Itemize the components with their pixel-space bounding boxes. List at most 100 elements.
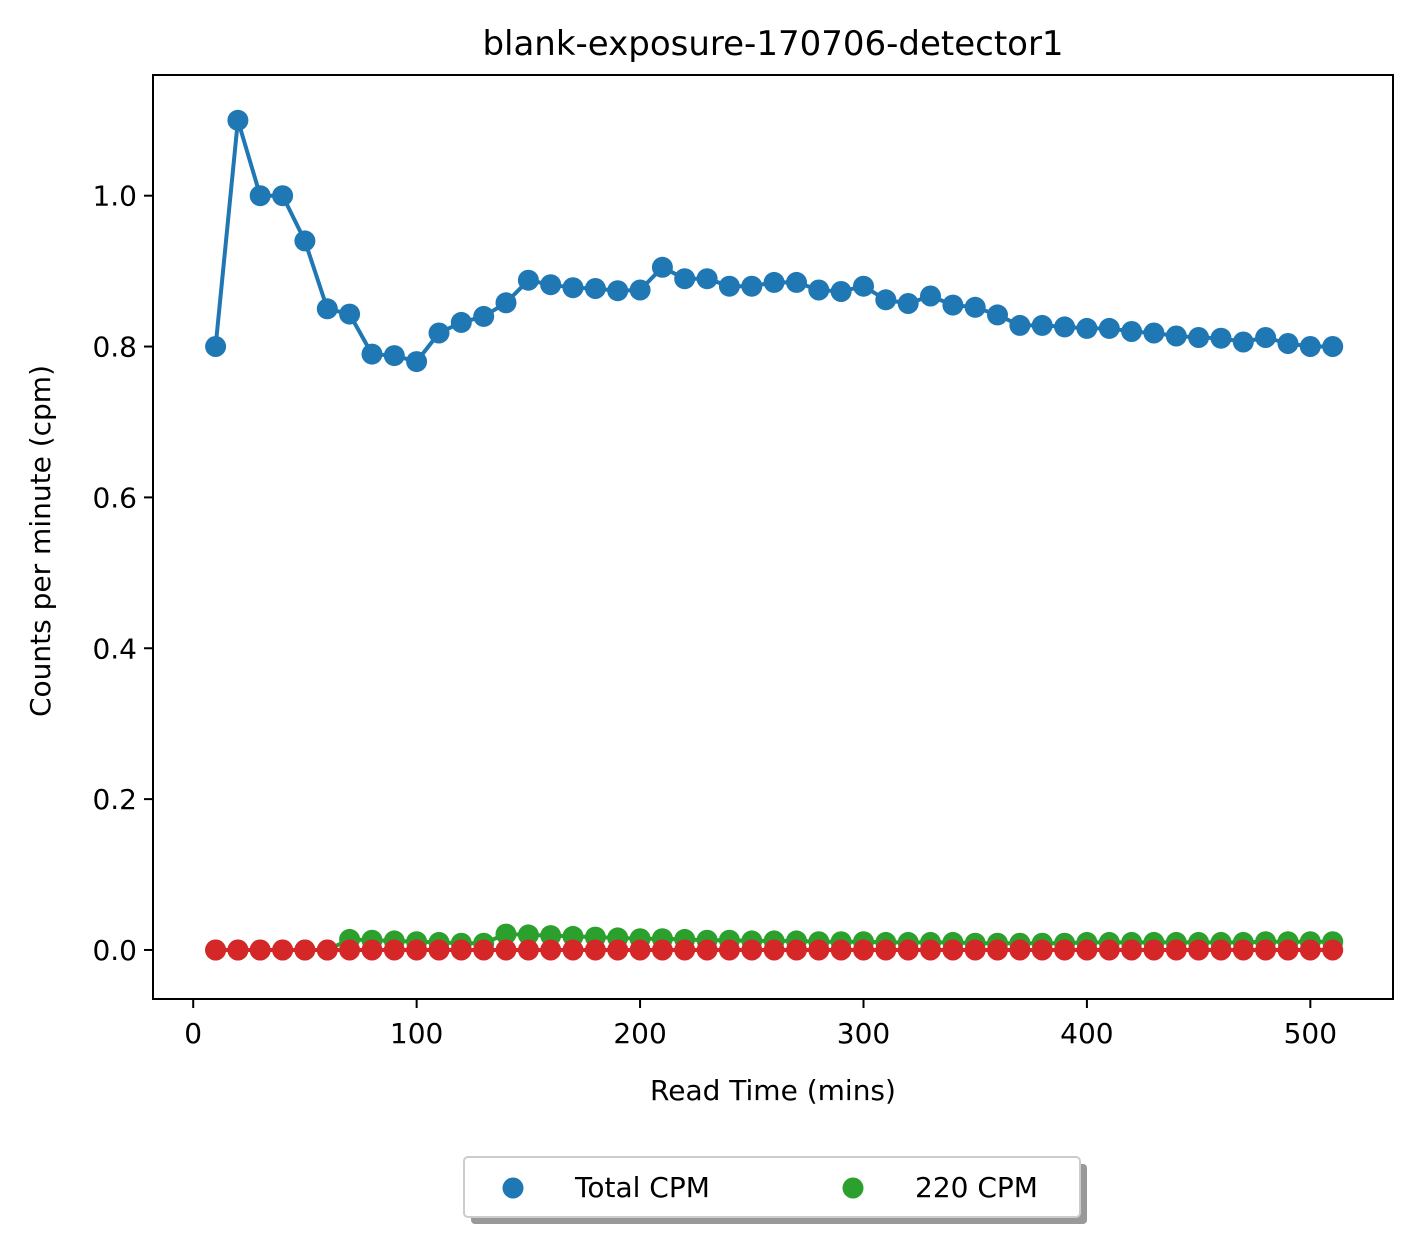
data-point-220-cpm: [540, 925, 562, 947]
data-point-series-3: [875, 939, 897, 961]
data-point-total-cpm: [249, 185, 271, 207]
data-point-total-cpm: [1255, 327, 1277, 348]
data-point-total-cpm: [517, 269, 539, 291]
legend: Total CPM 220 CPM: [463, 1156, 1087, 1224]
data-point-series-3: [1054, 939, 1076, 961]
data-point-total-cpm: [1188, 327, 1210, 348]
data-point-total-cpm: [853, 275, 874, 297]
data-point-total-cpm: [964, 296, 986, 318]
data-point-series-3: [227, 939, 249, 961]
data-point-series-3: [718, 939, 740, 961]
data-point-total-cpm: [272, 185, 294, 207]
data-point-series-3: [1121, 939, 1143, 961]
data-point-total-cpm: [495, 292, 517, 314]
data-point-series-3: [853, 939, 874, 961]
x-axis-label: Read Time (mins): [650, 1074, 896, 1107]
data-point-total-cpm: [651, 256, 673, 278]
series-series-3: [205, 939, 1344, 961]
data-point-total-cpm: [1165, 325, 1187, 347]
data-point-series-3: [1277, 939, 1299, 961]
plot-frame: [152, 74, 1394, 1000]
data-point-series-3: [1299, 939, 1321, 961]
data-point-total-cpm: [830, 281, 852, 302]
data-point-total-cpm: [316, 298, 338, 320]
y-axis-label: Counts per minute (cpm): [24, 365, 57, 717]
data-point-series-3: [651, 939, 673, 961]
data-point-series-3: [1188, 939, 1210, 961]
data-point-total-cpm: [1210, 327, 1232, 349]
x-tick-label: 0: [184, 1017, 202, 1050]
data-point-series-3: [361, 939, 383, 961]
data-point-series-3: [1143, 939, 1165, 961]
x-tick-label: 100: [390, 1017, 443, 1050]
data-point-total-cpm: [942, 294, 964, 316]
data-point-total-cpm: [339, 303, 361, 325]
data-point-series-3: [584, 939, 606, 961]
data-point-total-cpm: [674, 268, 696, 290]
data-point-total-cpm: [562, 277, 584, 299]
data-point-total-cpm: [808, 279, 830, 301]
data-point-series-3: [562, 939, 584, 961]
data-point-series-3: [607, 939, 629, 961]
data-point-total-cpm: [584, 278, 606, 299]
data-point-series-3: [696, 939, 718, 961]
data-point-total-cpm: [696, 268, 718, 290]
data-point-series-3: [1322, 939, 1344, 961]
axis-ticks: 0 100 200 300 400 500 0.0 0.2 0.4 0.6 0.8 1.0: [92, 180, 1337, 1050]
data-point-total-cpm: [920, 285, 941, 307]
data-point-total-cpm: [361, 343, 383, 365]
data-point-series-3: [897, 939, 919, 961]
data-point-total-cpm: [897, 293, 919, 314]
data-point-series-3: [249, 939, 271, 961]
data-point-series-3: [763, 939, 785, 961]
x-tick-label: 200: [613, 1017, 666, 1050]
data-point-series-3: [674, 939, 696, 961]
legend-box: [463, 1156, 1081, 1218]
data-point-series-3: [1009, 939, 1031, 961]
legend-label: Total CPM: [574, 1171, 710, 1204]
data-point-220-cpm: [517, 924, 539, 946]
data-point-series-3: [450, 939, 472, 961]
data-point-series-3: [495, 939, 517, 961]
legend-label: 220 CPM: [915, 1171, 1038, 1204]
chart-title: blank-exposure-170706-detector1: [482, 24, 1063, 64]
data-point-total-cpm: [1322, 336, 1344, 357]
data-point-total-cpm: [406, 351, 428, 373]
data-point-total-cpm: [428, 322, 450, 344]
data-point-series-3: [316, 939, 338, 961]
data-point-series-3: [517, 939, 539, 961]
data-point-series-3: [1098, 939, 1120, 961]
data-point-220-cpm: [495, 923, 517, 945]
data-point-series-3: [1210, 939, 1232, 961]
data-point-series-3: [942, 939, 964, 961]
data-point-series-3: [629, 939, 651, 961]
data-point-series-3: [473, 939, 495, 961]
data-point-total-cpm: [1121, 321, 1143, 342]
data-point-total-cpm: [741, 275, 763, 297]
data-point-total-cpm: [1054, 316, 1076, 338]
data-point-total-cpm: [1031, 314, 1053, 336]
plot-area: [205, 109, 1344, 961]
data-point-series-3: [920, 939, 941, 961]
data-point-series-3: [1076, 939, 1098, 961]
data-point-total-cpm: [450, 311, 472, 333]
x-tick-label: 400: [1060, 1017, 1113, 1050]
x-tick-label: 500: [1284, 1017, 1337, 1050]
data-point-total-cpm: [205, 336, 227, 357]
data-point-series-3: [540, 939, 562, 961]
data-point-series-3: [339, 939, 361, 961]
data-point-series-3: [383, 939, 405, 961]
y-tick-label: 0.8: [92, 331, 137, 364]
data-point-total-cpm: [607, 280, 629, 302]
data-point-series-3: [428, 939, 450, 961]
legend-marker: [842, 1177, 864, 1199]
data-point-total-cpm: [1143, 322, 1165, 344]
data-point-total-cpm: [473, 305, 495, 327]
y-tick-label: 0.2: [92, 783, 137, 816]
data-point-total-cpm: [227, 109, 249, 131]
data-point-series-3: [987, 939, 1008, 961]
data-point-series-3: [1165, 939, 1187, 961]
data-point-total-cpm: [786, 271, 807, 293]
series-total-cpm: [205, 109, 1344, 373]
